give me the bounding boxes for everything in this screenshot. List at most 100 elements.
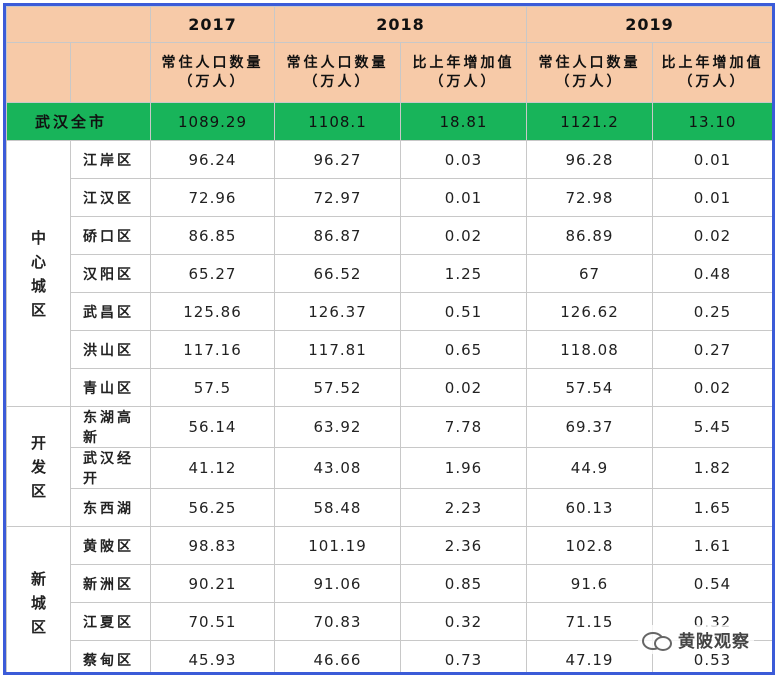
total-row: 武汉全市 1089.29 1108.1 18.81 1121.2 13.10	[6, 102, 772, 141]
watermark-text: 黄陂观察	[678, 632, 750, 652]
group-label: 新城区	[6, 526, 71, 672]
total-value: 1121.2	[526, 102, 653, 141]
table-cell: 118.08	[526, 330, 653, 369]
table-cell: 102.8	[526, 526, 653, 565]
table-frame: 2017 2018 2019 常住人口数量（万人） 常住人口数量（万人） 比上年…	[3, 3, 775, 675]
watermark: 黄陂观察	[638, 625, 754, 654]
table-cell: 0.25	[652, 292, 772, 331]
table-cell: 65.27	[150, 254, 275, 293]
table-cell: 56.25	[150, 488, 275, 527]
table-cell: 5.45	[652, 406, 772, 448]
total-value: 13.10	[652, 102, 772, 141]
metric-increase-2018: 比上年增加值（万人）	[400, 42, 527, 103]
district-name: 江岸区	[70, 140, 151, 179]
table-cell: 86.87	[274, 216, 401, 255]
table-cell: 72.97	[274, 178, 401, 217]
table-cell: 126.62	[526, 292, 653, 331]
district-name: 蔡甸区	[70, 640, 151, 672]
table-row: 中心城区江岸区 96.24 96.27 0.03 96.28 0.01	[6, 140, 772, 407]
table-cell: 91.6	[526, 564, 653, 603]
table-cell: 91.06	[274, 564, 401, 603]
table-cell: 0.48	[652, 254, 772, 293]
table-cell: 0.01	[652, 178, 772, 217]
table-cell: 56.14	[150, 406, 275, 448]
table-cell: 0.65	[400, 330, 527, 369]
table-cell: 72.98	[526, 178, 653, 217]
table-cell: 86.85	[150, 216, 275, 255]
table-cell: 0.32	[400, 602, 527, 641]
group-label: 中心城区	[6, 140, 71, 407]
table-cell: 63.92	[274, 406, 401, 448]
table-cell: 57.5	[150, 368, 275, 407]
district-name: 汉阳区	[70, 254, 151, 293]
district-name: 新洲区	[70, 564, 151, 603]
metric-population-2017: 常住人口数量（万人）	[150, 42, 275, 103]
table-cell: 41.12	[150, 447, 275, 489]
table-cell: 1.96	[400, 447, 527, 489]
total-value: 1108.1	[274, 102, 401, 141]
table-row: 武汉经开 41.12 43.08 1.96 44.9 1.82	[7, 447, 772, 489]
table-row: 新洲区 90.21 91.06 0.85 91.6 0.54	[7, 564, 772, 603]
year-2019: 2019	[526, 6, 772, 43]
table-cell: 96.28	[526, 140, 653, 179]
table-cell: 90.21	[150, 564, 275, 603]
table-cell: 0.54	[652, 564, 772, 603]
table-cell: 71.15	[526, 602, 653, 641]
table-cell: 0.02	[652, 368, 772, 407]
table-cell: 0.01	[400, 178, 527, 217]
header-row-years: 2017 2018 2019	[6, 6, 772, 43]
table-row: 武昌区 125.86 126.37 0.51 126.62 0.25	[7, 292, 772, 331]
district-name: 东湖高新	[70, 406, 151, 448]
header-corner-right	[70, 42, 151, 103]
total-value: 18.81	[400, 102, 527, 141]
table-cell: 98.83	[150, 526, 275, 565]
table-cell: 67	[526, 254, 653, 293]
table-row: 青山区 57.5 57.52 0.02 57.54 0.02	[7, 368, 772, 407]
table-row: 汉阳区 65.27 66.52 1.25 67 0.48	[7, 254, 772, 293]
table-cell: 1.82	[652, 447, 772, 489]
table-cell: 125.86	[150, 292, 275, 331]
table-row: 开发区东湖高新 56.14 63.92 7.78 69.37 5.45	[6, 406, 772, 527]
table-cell: 60.13	[526, 488, 653, 527]
group-label: 开发区	[6, 406, 71, 527]
table-row: 洪山区 117.16 117.81 0.65 118.08 0.27	[7, 330, 772, 369]
district-name: 黄陂区	[70, 526, 151, 565]
metric-population-2019: 常住人口数量（万人）	[526, 42, 653, 103]
table-row: 江夏区 70.51 70.83 0.32 71.15 0.32	[7, 602, 772, 641]
table-cell: 70.83	[274, 602, 401, 641]
year-2017: 2017	[150, 6, 275, 43]
total-value: 1089.29	[150, 102, 275, 141]
table-cell: 1.65	[652, 488, 772, 527]
table-cell: 117.81	[274, 330, 401, 369]
wechat-icon	[642, 629, 672, 651]
table-cell: 57.52	[274, 368, 401, 407]
district-name: 青山区	[70, 368, 151, 407]
district-name: 江夏区	[70, 602, 151, 641]
table-cell: 44.9	[526, 447, 653, 489]
district-name: 东西湖	[70, 488, 151, 527]
table-cell: 0.02	[400, 216, 527, 255]
metric-increase-2019: 比上年增加值（万人）	[652, 42, 772, 103]
table-cell: 57.54	[526, 368, 653, 407]
total-name: 武汉全市	[6, 102, 151, 141]
table-cell: 0.51	[400, 292, 527, 331]
header-row-metrics: 常住人口数量（万人） 常住人口数量（万人） 比上年增加值（万人） 常住人口数量（…	[6, 42, 772, 103]
table-cell: 0.73	[400, 640, 527, 672]
district-name: 硚口区	[70, 216, 151, 255]
header-corner-left	[6, 42, 71, 103]
district-name: 武汉经开	[70, 447, 151, 489]
table-row: 硚口区 86.85 86.87 0.02 86.89 0.02	[7, 216, 772, 255]
table-row: 江汉区 72.96 72.97 0.01 72.98 0.01	[7, 178, 772, 217]
table-cell: 0.27	[652, 330, 772, 369]
table-cell: 1.25	[400, 254, 527, 293]
population-table: 2017 2018 2019 常住人口数量（万人） 常住人口数量（万人） 比上年…	[6, 6, 772, 672]
table-cell: 46.66	[274, 640, 401, 672]
table-cell: 101.19	[274, 526, 401, 565]
district-name: 武昌区	[70, 292, 151, 331]
table-cell: 96.27	[274, 140, 401, 179]
table-cell: 45.93	[150, 640, 275, 672]
table-row: 蔡甸区 45.93 46.66 0.73 47.19 0.53	[7, 640, 772, 672]
table-cell: 72.96	[150, 178, 275, 217]
table-cell: 58.48	[274, 488, 401, 527]
table-cell: 70.51	[150, 602, 275, 641]
